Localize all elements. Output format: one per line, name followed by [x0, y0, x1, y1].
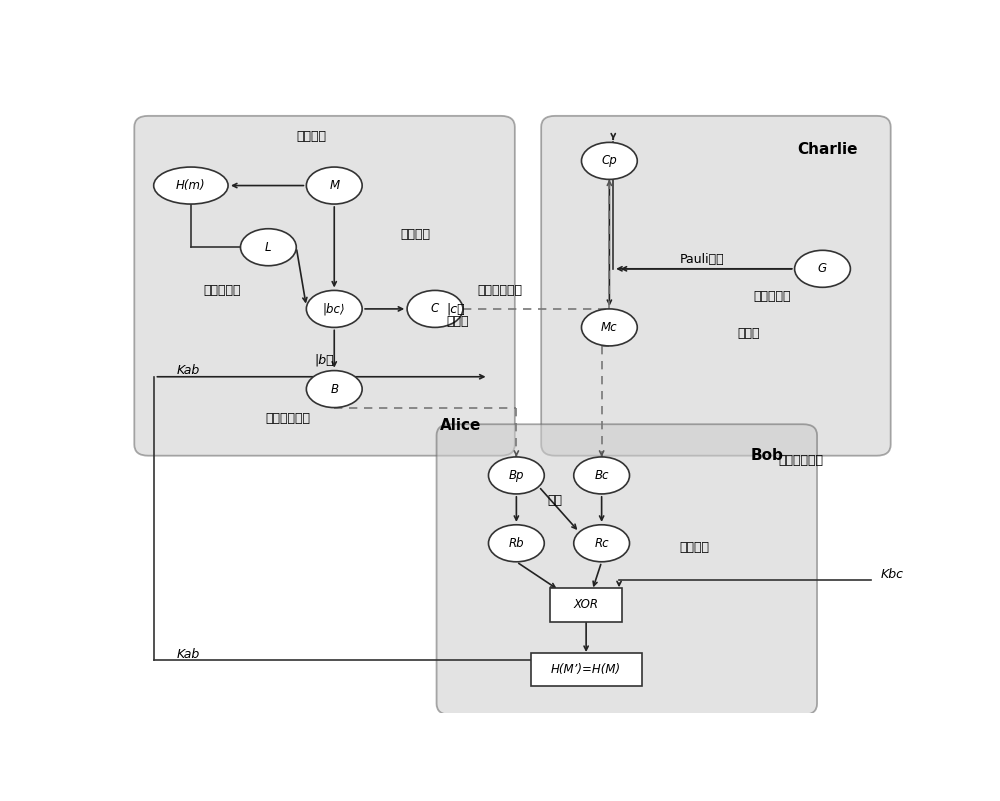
Text: |c〉: |c〉 [447, 303, 465, 316]
Text: 随机比特串: 随机比特串 [753, 290, 791, 303]
Text: |bc⟩: |bc⟩ [323, 303, 346, 316]
Ellipse shape [306, 371, 362, 408]
Ellipse shape [306, 291, 362, 328]
Text: Rc: Rc [594, 537, 609, 549]
Text: Charlie: Charlie [797, 143, 857, 157]
Ellipse shape [581, 143, 637, 179]
Ellipse shape [488, 457, 544, 494]
Text: Kab: Kab [177, 364, 200, 377]
Text: Bc: Bc [594, 469, 609, 482]
Text: 量子行走系统: 量子行走系统 [778, 453, 823, 466]
Ellipse shape [574, 525, 630, 562]
Ellipse shape [154, 167, 228, 204]
Text: Pauli操作: Pauli操作 [680, 253, 725, 266]
Text: Rb: Rb [509, 537, 524, 549]
Text: |b〉: |b〉 [315, 353, 334, 367]
Text: G: G [818, 262, 827, 276]
Text: L: L [265, 241, 272, 254]
FancyBboxPatch shape [531, 653, 642, 686]
Text: Alice: Alice [440, 418, 482, 433]
Text: 编码加密: 编码加密 [400, 228, 430, 241]
Text: Cp: Cp [602, 155, 617, 167]
Text: Mc: Mc [601, 321, 618, 334]
Text: 盲签名: 盲签名 [738, 327, 760, 340]
Text: 测量: 测量 [548, 493, 563, 506]
Text: M: M [329, 179, 339, 192]
FancyBboxPatch shape [437, 425, 817, 714]
Text: 原始信息: 原始信息 [296, 130, 326, 143]
FancyBboxPatch shape [134, 116, 515, 456]
FancyBboxPatch shape [541, 116, 891, 456]
Text: 盲信息: 盲信息 [447, 315, 469, 328]
Text: Kab: Kab [177, 648, 200, 661]
Text: 量子行走系统: 量子行走系统 [265, 412, 310, 425]
Text: H(m): H(m) [176, 179, 206, 192]
Ellipse shape [488, 525, 544, 562]
Text: Bp: Bp [509, 469, 524, 482]
Text: H(M’)=H(M): H(M’)=H(M) [551, 663, 621, 676]
Text: 随机比特串: 随机比特串 [203, 284, 241, 297]
Text: XOR: XOR [574, 598, 599, 611]
Ellipse shape [407, 291, 463, 328]
FancyBboxPatch shape [550, 588, 622, 622]
Ellipse shape [574, 457, 630, 494]
Text: Bob: Bob [751, 448, 784, 463]
Text: 测量结果: 测量结果 [679, 541, 709, 554]
Text: 量子行走系统: 量子行走系统 [478, 284, 523, 297]
Ellipse shape [581, 309, 637, 346]
Ellipse shape [306, 167, 362, 204]
Text: C: C [431, 303, 439, 316]
Ellipse shape [240, 229, 296, 266]
Text: B: B [330, 383, 338, 396]
Ellipse shape [795, 250, 850, 288]
Text: Kbc: Kbc [881, 568, 904, 581]
